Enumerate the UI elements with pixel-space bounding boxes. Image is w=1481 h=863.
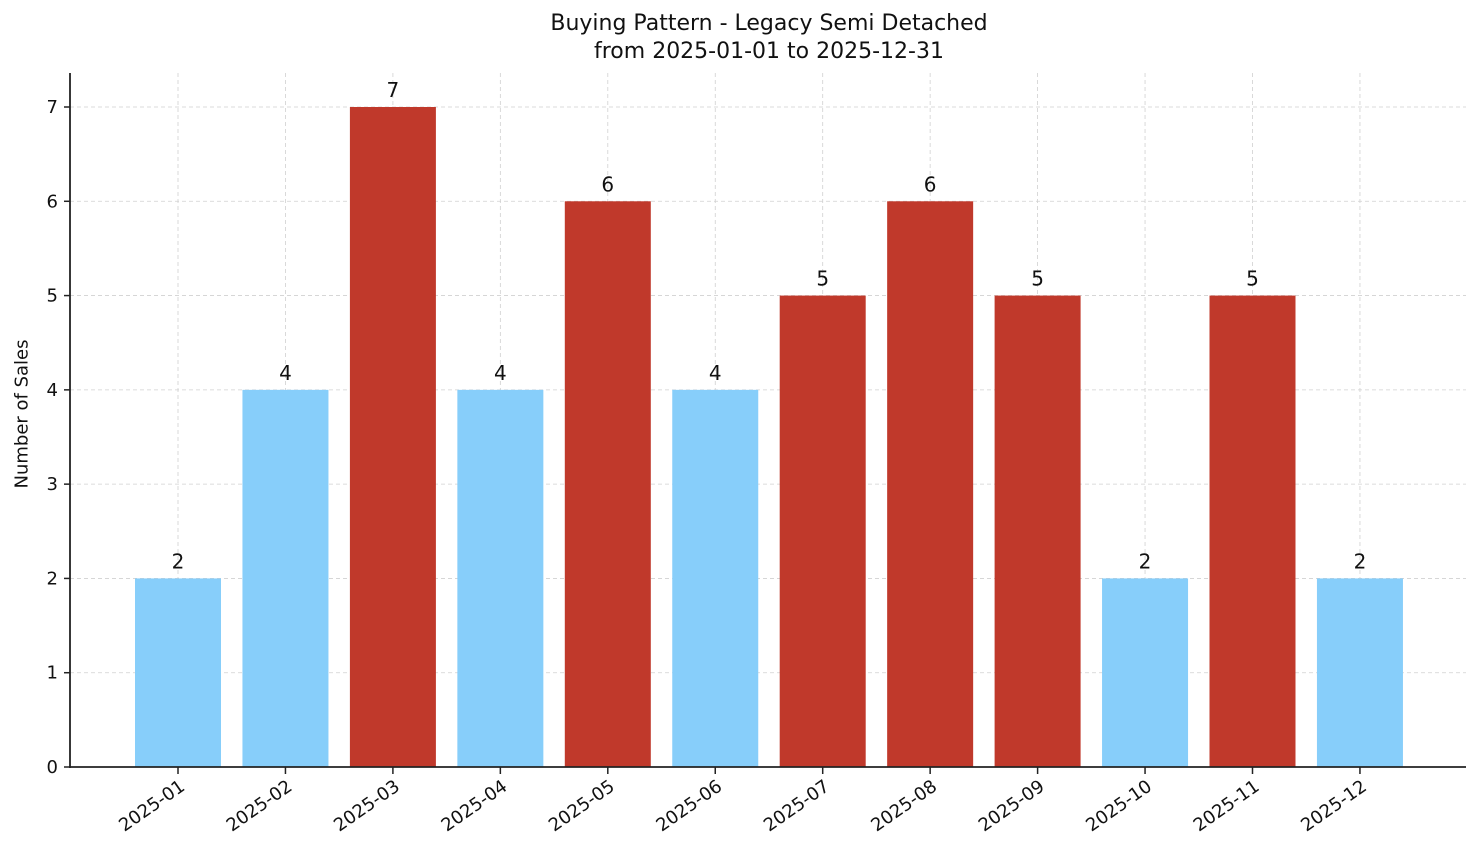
bar-value-label: 5 [816,267,829,291]
bar-value-label: 7 [387,78,400,102]
data-labels: 2 4 7 4 6 4 5 6 5 2 5 2 [172,78,1367,573]
bar-value-label: 6 [924,172,937,196]
x-tick-label: 2025-10 [1082,776,1156,836]
bar [457,389,544,767]
y-tick-label: 2 [47,568,58,589]
bar-value-label: 2 [1139,549,1152,573]
bar-value-label: 4 [494,361,507,385]
bar [1209,295,1296,767]
bars [135,107,1403,768]
y-tick-label: 0 [47,757,58,778]
y-tick-label: 7 [47,97,58,118]
y-tick-label: 1 [47,663,58,684]
chart-subtitle: from 2025-01-01 to 2025-12-31 [594,39,944,64]
bar [349,107,436,767]
bar-value-label: 5 [1246,267,1259,291]
bar [1316,578,1403,767]
x-tick-label: 2025-01 [115,776,189,836]
bar [1102,578,1189,767]
bar [135,578,221,767]
x-tick-label: 2025-04 [438,776,512,836]
bar-value-label: 4 [709,361,722,385]
bar [672,389,759,767]
bar-value-label: 5 [1031,267,1044,291]
y-tick-label: 3 [47,474,58,495]
y-tick-label: 4 [47,380,58,401]
x-tick-label: 2025-06 [652,776,726,836]
bar [779,295,866,767]
y-tick-label: 5 [47,286,58,307]
x-tick-label: 2025-03 [330,776,404,836]
chart-title-main: Buying Pattern - Legacy Semi Detached [550,11,988,36]
y-tick-label: 6 [47,191,58,212]
x-tick-label: 2025-12 [1297,776,1371,836]
bar-value-label: 2 [1354,549,1367,573]
axes [64,73,1466,774]
x-tick-label: 2025-02 [223,776,297,836]
chart-title: Buying Pattern - Legacy Semi Detached fr… [0,10,1481,66]
bar [564,201,651,768]
x-tick-label: 2025-09 [975,776,1049,836]
x-tick-label: 2025-07 [760,776,834,836]
x-tick-label: 2025-08 [867,776,941,836]
bar [887,201,974,768]
bar-value-label: 6 [601,172,614,196]
x-tick-label: 2025-05 [545,776,619,836]
bar-value-label: 4 [279,361,292,385]
bar-value-label: 2 [172,549,185,573]
bar [242,389,329,767]
bar [994,295,1081,767]
x-tick-label: 2025-11 [1190,776,1264,836]
